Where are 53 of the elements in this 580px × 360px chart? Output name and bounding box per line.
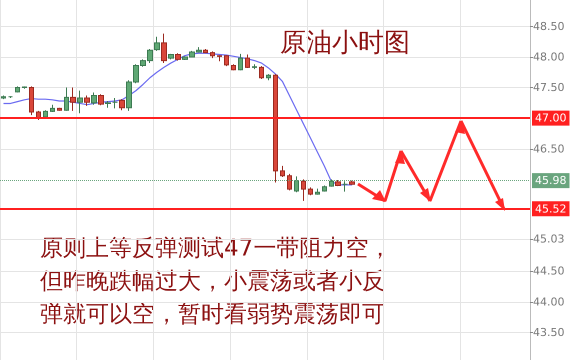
candlestick [273, 74, 278, 183]
ref-line-label: 45.98 [535, 174, 566, 188]
candlestick [335, 180, 341, 187]
y-tick-label: 46.50 [533, 142, 564, 156]
candlestick [231, 64, 236, 71]
candlestick [210, 50, 215, 59]
candlestick [57, 107, 62, 112]
text: 原油小时图 [280, 28, 410, 58]
candlestick [266, 74, 271, 81]
candlestick [91, 92, 97, 106]
candlestick [77, 90, 83, 114]
candlestick [342, 180, 348, 192]
candlestick [1, 95, 6, 100]
candlestick [349, 180, 355, 186]
y-tick-label: 43.50 [533, 326, 564, 339]
candlestick [105, 100, 111, 108]
candlestick [280, 165, 285, 178]
candlestick [112, 97, 118, 109]
candlestick [252, 64, 257, 70]
candlestick [70, 87, 76, 112]
ref-line-label: 45.52 [535, 202, 566, 216]
line-series [2, 52, 353, 186]
y-tick-label: 44.00 [533, 295, 564, 308]
y-tick-label: 47.50 [533, 81, 564, 94]
candlestick [175, 52, 181, 62]
y-tick-label: 45.03 [533, 232, 564, 246]
candlestick [50, 104, 55, 113]
candlestick [119, 98, 125, 111]
candlestick [22, 86, 27, 90]
candlestick [168, 53, 174, 60]
ref-line-label: 47.00 [535, 112, 566, 125]
candlestick [161, 33, 167, 64]
candlestick [315, 188, 320, 196]
candlestick [259, 66, 264, 80]
candlestick [84, 95, 90, 106]
candlestick [15, 86, 20, 93]
y-tick-label: 48.00 [533, 50, 564, 64]
candlestick [217, 54, 222, 62]
candlestick [43, 110, 48, 119]
candlestick [322, 185, 327, 192]
candlestick [8, 96, 13, 98]
candlestick [308, 186, 313, 196]
y-tick-label: 48.50 [533, 20, 564, 33]
candlestick [203, 48, 208, 54]
candlestick [224, 54, 229, 67]
candlestick [238, 53, 243, 71]
candlestick [301, 178, 306, 202]
candlestick [64, 87, 69, 112]
candlestick [287, 173, 292, 191]
candlestick [245, 54, 250, 68]
candlestick [29, 86, 34, 116]
candlestick [98, 94, 104, 106]
y-tick-label: 44.50 [533, 264, 564, 278]
